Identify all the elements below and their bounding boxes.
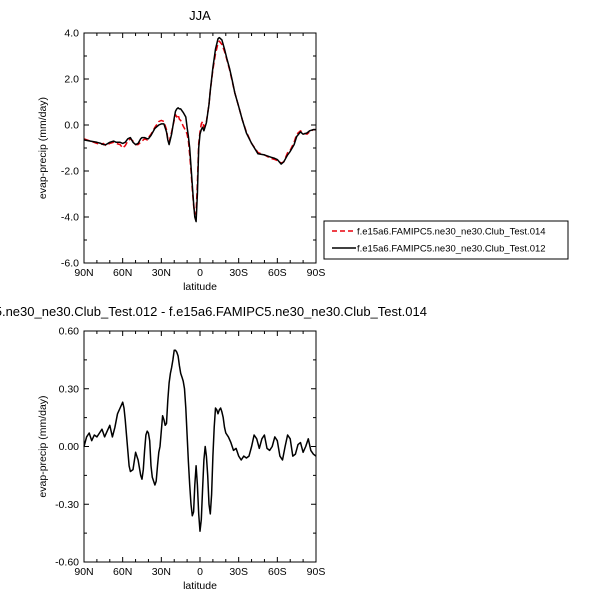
chart-title: JJA (189, 8, 211, 23)
x-tick-label: 60S (268, 566, 287, 578)
x-tick-label: 90N (74, 566, 93, 578)
x-axis-label: latitude (183, 281, 217, 293)
x-tick-label: 90N (74, 267, 93, 279)
x-tick-label: 90S (307, 267, 326, 279)
y-tick-label: 0.00 (59, 441, 80, 453)
y-tick-label: -4.0 (61, 212, 79, 224)
x-tick-label: 0 (197, 267, 203, 279)
top-panel: JJA 90N 60N 30N 0 30S 60S 90S 4.0 2.0 0.0 -2.0 -4.0 -… (37, 8, 325, 293)
bottom-panel: IPC5.ne30_ne30.Club_Test.012 - f.e15a6.F… (0, 304, 427, 592)
x-tick-label: 30N (152, 267, 171, 279)
y-tick-label: -0.30 (55, 499, 79, 511)
x-tick-label: 0 (197, 566, 203, 578)
y-tick-label: -0.60 (55, 557, 79, 569)
legend: f.e15a6.FAMIPC5.ne30_ne30.Club_Test.014f… (323, 220, 569, 260)
series-line-1 (83, 36, 316, 223)
x-tick-label: 30S (229, 566, 248, 578)
chart-title: IPC5.ne30_ne30.Club_Test.012 - f.e15a6.F… (0, 304, 427, 319)
x-tick-label: 60N (113, 566, 132, 578)
legend-label-1: f.e15a6.FAMIPC5.ne30_ne30.Club_Test.012 (357, 244, 546, 255)
y-tick-label: 4.0 (64, 28, 79, 40)
plot-frame (83, 32, 317, 264)
x-tick-label: 90S (307, 566, 326, 578)
series-line-0 (83, 349, 317, 532)
y-tick-label: 0.0 (64, 120, 79, 132)
legend-label-0: f.e15a6.FAMIPC5.ne30_ne30.Club_Test.014 (357, 227, 546, 238)
x-axis-label: latitude (183, 580, 217, 592)
x-tick-label: 60S (268, 267, 287, 279)
y-tick-label: 0.60 (59, 326, 80, 338)
series-line-0 (83, 40, 316, 216)
y-axis-label: evap-precip (mm/day) (37, 97, 49, 199)
y-tick-label: -6.0 (61, 258, 79, 270)
x-tick-label: 30N (152, 566, 171, 578)
legend-box (323, 220, 569, 260)
y-tick-label: -2.0 (61, 166, 79, 178)
y-tick-label: 0.30 (59, 383, 80, 395)
x-tick-label: 30S (229, 267, 248, 279)
y-axis-label: evap-precip (mm/day) (37, 395, 49, 497)
y-tick-label: 2.0 (64, 74, 79, 86)
x-tick-label: 60N (113, 267, 132, 279)
